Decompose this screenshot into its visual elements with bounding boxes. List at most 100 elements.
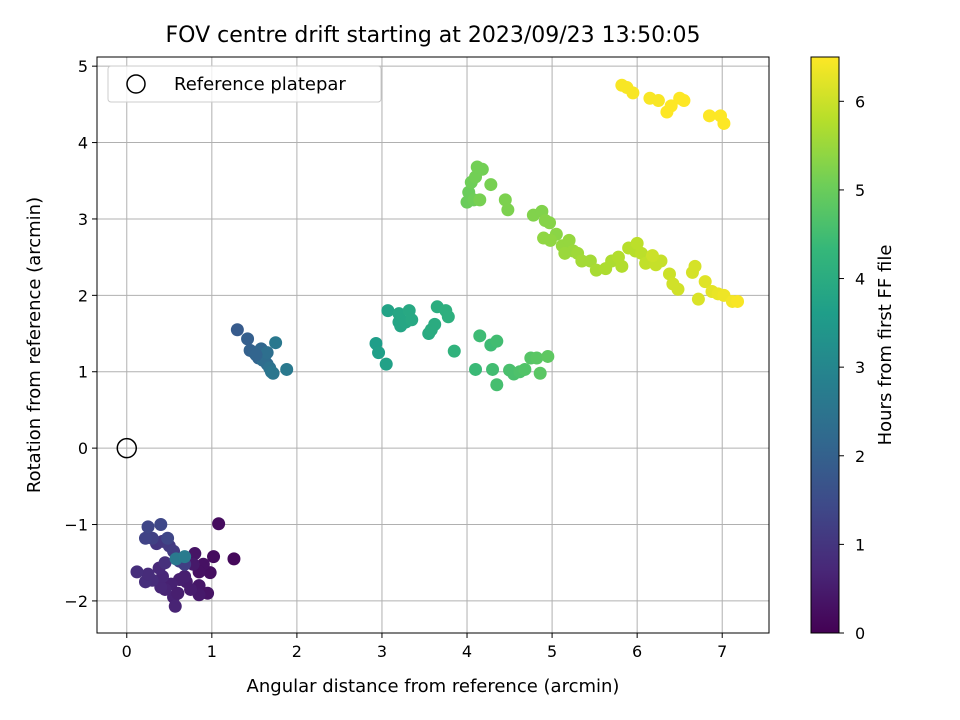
x-tick-label: 4 [462,642,472,661]
data-point [171,586,185,600]
data-point [473,193,487,207]
data-point [501,203,515,217]
colorbar-gradient [810,56,840,634]
data-point [518,362,532,376]
data-point [490,334,504,348]
data-point [651,94,665,108]
y-tick-label: 1 [78,363,88,382]
data-point [634,246,648,260]
y-tick-label: 4 [78,134,88,153]
data-point [498,193,512,207]
x-tick-label: 6 [632,642,642,661]
legend-box [107,65,382,103]
data-point [562,233,576,247]
data-point [154,518,168,532]
y-tick-label: 0 [78,439,88,458]
data-point [691,292,705,306]
data-point [260,346,274,360]
data-point [249,348,263,362]
data-point [533,366,547,380]
data-point [486,362,500,376]
colorbar-tick-label: 1 [855,535,865,554]
data-point [702,109,716,123]
data-point [130,565,144,579]
data-points [116,78,745,613]
data-point [615,259,629,273]
plot-frame [96,56,770,634]
legend: Reference platepar [107,65,382,103]
y-tick-label: 2 [78,286,88,305]
data-point [266,366,280,380]
data-point [698,275,712,289]
chart-title: FOV centre drift starting at 2023/09/23 … [166,23,701,48]
data-point [269,336,283,350]
y-tick-label: −2 [64,592,88,611]
x-tick-label: 2 [292,642,302,661]
data-point [543,233,557,247]
data-point [530,351,544,365]
data-point [230,323,244,337]
x-tick-label: 3 [377,642,387,661]
data-point [141,567,155,581]
data-point [541,349,555,363]
data-point [207,550,221,564]
data-point [138,531,152,545]
data-point [671,282,685,296]
data-point [475,162,489,176]
colorbar-tick-label: 2 [855,447,865,466]
data-point [490,378,504,392]
legend-entry-label: Reference platepar [174,74,346,95]
data-point [178,550,192,564]
data-point [280,362,294,376]
y-tick-label: −1 [64,516,88,535]
reference-marker-icon [126,74,146,94]
data-point [473,329,487,343]
colorbar-tick-label: 0 [855,624,865,643]
data-point [645,249,659,263]
data-point [168,599,182,613]
data-point [441,310,455,324]
data-point [484,178,498,192]
x-axis: 0 1 2 3 4 5 6 7 [122,633,727,661]
x-tick-label: 1 [207,642,217,661]
colorbar: 0 1 2 3 4 5 6 Hours from first FF file [810,56,896,643]
y-tick-label: 3 [78,210,88,229]
data-point [677,94,691,108]
x-tick-label: 0 [122,642,132,661]
data-point [626,86,640,100]
x-axis-label: Angular distance from reference (arcmin) [247,676,620,697]
data-point [381,304,395,318]
data-point [212,517,226,531]
data-point [583,254,597,268]
y-axis: −2 −1 0 1 2 3 4 5 [64,57,97,611]
colorbar-tick-label: 6 [855,92,865,111]
data-point [178,569,192,583]
data-point [717,116,731,130]
data-point [188,547,202,561]
data-point [428,317,442,331]
data-point [141,520,155,534]
data-point [543,216,557,230]
y-tick-label: 5 [78,57,88,76]
colorbar-ticks: 0 1 2 3 4 5 6 [839,92,865,643]
data-point [379,357,393,371]
reference-point [116,437,138,459]
data-point [688,259,702,273]
data-point [227,552,241,566]
colorbar-tick-label: 4 [855,270,865,289]
x-tick-label: 7 [717,642,727,661]
data-point [558,246,572,260]
data-point [372,346,386,360]
data-point [158,556,172,570]
data-point [662,267,676,281]
data-point [241,332,255,346]
colorbar-label: Hours from first FF file [875,245,896,446]
data-point [161,531,175,545]
x-tick-label: 5 [547,642,557,661]
data-point [447,344,461,358]
data-point [731,294,745,308]
y-axis-label: Rotation from reference (arcmin) [24,197,45,493]
colorbar-tick-label: 5 [855,181,865,200]
data-point [630,236,644,250]
